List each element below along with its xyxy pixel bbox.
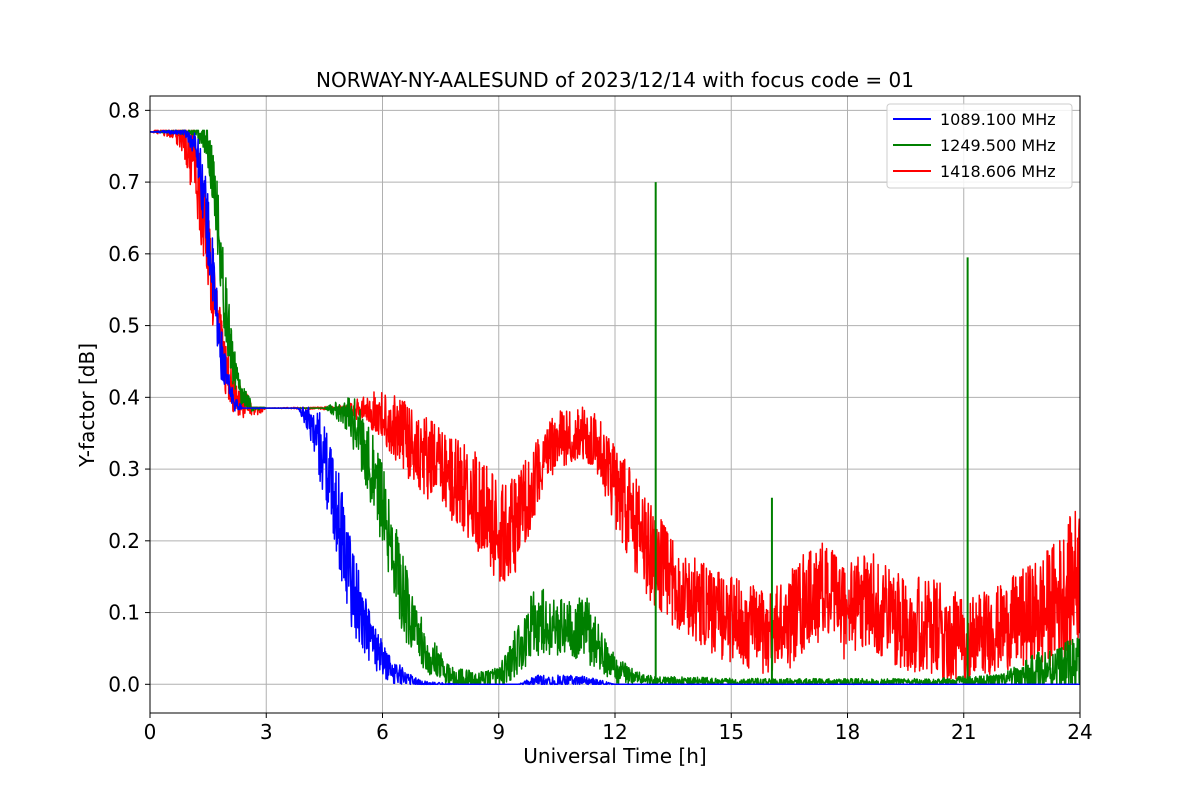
- x-tick-label: 24: [1067, 720, 1092, 744]
- legend-label: 1249.500 MHz: [940, 136, 1056, 155]
- y-tick-label: 0.5: [108, 314, 140, 338]
- y-tick-label: 0.0: [108, 672, 140, 696]
- x-tick-label: 6: [376, 720, 389, 744]
- x-axis-label: Universal Time [h]: [523, 744, 706, 768]
- legend-box: [886, 103, 1073, 189]
- x-tick-label: 15: [719, 720, 744, 744]
- x-tick-label: 0: [144, 720, 157, 744]
- y-tick-label: 0.7: [108, 170, 140, 194]
- legend: 1089.100 MHz 1249.500 MHz 1418.606 MHz: [886, 103, 1073, 189]
- x-tick-label: 12: [602, 720, 627, 744]
- series-line: [150, 129, 1080, 686]
- y-tick-label: 0.1: [108, 601, 140, 625]
- y-tick-label: 0.3: [108, 457, 140, 481]
- x-tick-label: 3: [260, 720, 273, 744]
- axis-ticks: 0 3 6 9 12 15 18 21 24 0.0 0.1 0.2 0.3 0.4 0.5 0.6 0.7 0.…: [108, 98, 1093, 744]
- legend-label: 1418.606 MHz: [940, 162, 1056, 181]
- x-tick-label: 9: [492, 720, 505, 744]
- series-line: [150, 129, 1080, 686]
- y-tick-label: 0.6: [108, 242, 140, 266]
- y-tick-label: 0.8: [108, 98, 140, 122]
- series-group: [150, 129, 1080, 686]
- legend-label: 1089.100 MHz: [940, 110, 1056, 129]
- y-tick-label: 0.2: [108, 529, 140, 553]
- x-tick-label: 18: [835, 720, 860, 744]
- chart-title: NORWAY-NY-AALESUND of 2023/12/14 with fo…: [316, 68, 914, 92]
- y-axis-label: Y-factor [dB]: [75, 343, 99, 468]
- y-tick-label: 0.4: [108, 385, 140, 409]
- x-tick-label: 21: [951, 720, 976, 744]
